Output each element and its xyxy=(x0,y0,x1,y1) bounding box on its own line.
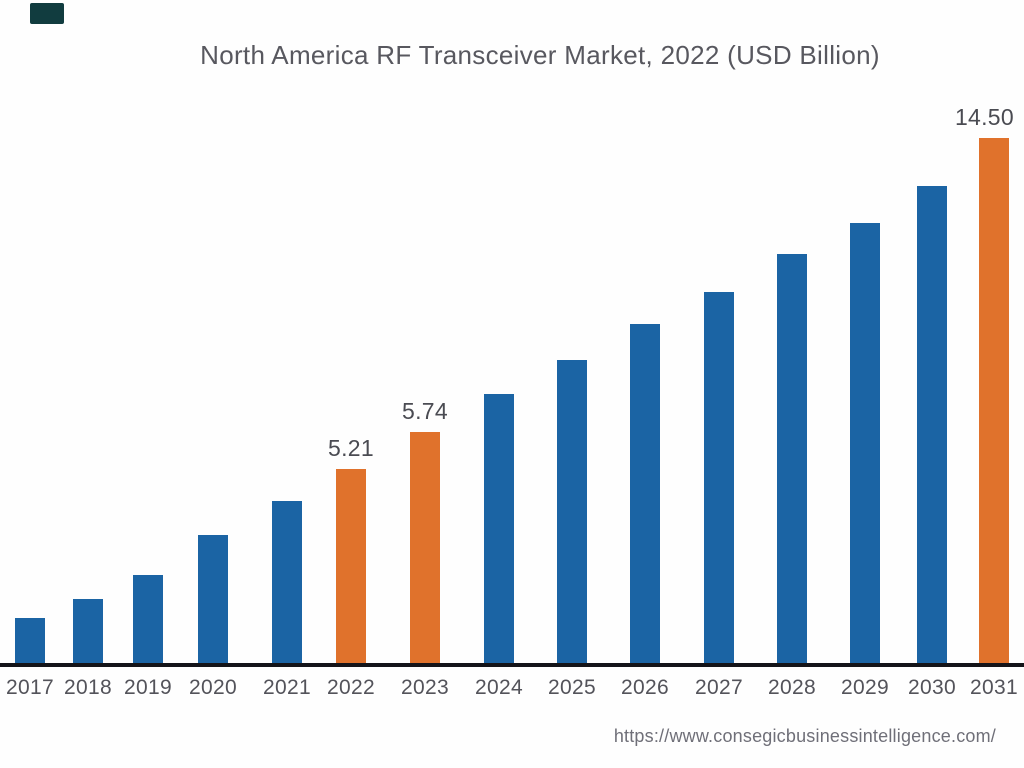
x-tick-2017: 2017 xyxy=(6,676,54,699)
x-tick-2022: 2022 xyxy=(327,676,375,699)
x-tick-2026: 2026 xyxy=(621,676,669,699)
value-label-2023: 5.74 xyxy=(402,398,448,424)
x-tick-2023: 2023 xyxy=(401,676,449,699)
x-tick-2018: 2018 xyxy=(64,676,112,699)
source-url-text: https://www.consegicbusinessintelligence… xyxy=(613,726,996,746)
x-tick-2030: 2030 xyxy=(908,676,956,699)
bar-2022 xyxy=(336,469,366,667)
bar-2027 xyxy=(704,292,734,667)
bar-2017 xyxy=(15,618,45,667)
x-tick-2019: 2019 xyxy=(124,676,172,699)
x-tick-2020: 2020 xyxy=(189,676,237,699)
bar-2024 xyxy=(484,394,514,667)
bar-2020 xyxy=(198,535,228,667)
x-axis-line xyxy=(0,663,1024,667)
value-label-2022: 5.21 xyxy=(328,435,374,461)
x-tick-2031: 2031 xyxy=(970,676,1018,699)
bar-2019 xyxy=(133,575,163,667)
x-tick-2024: 2024 xyxy=(475,676,523,699)
value-label-2031: 14.50 xyxy=(954,104,1014,130)
bar-2018 xyxy=(73,599,103,667)
bar-2021 xyxy=(272,501,302,667)
x-tick-2027: 2027 xyxy=(695,676,743,699)
x-tick-2028: 2028 xyxy=(768,676,816,699)
x-tick-2029: 2029 xyxy=(841,676,889,699)
bar-2030 xyxy=(917,186,947,667)
bar-2028 xyxy=(777,254,807,667)
x-tick-2025: 2025 xyxy=(548,676,596,699)
bar-2023 xyxy=(410,432,440,667)
x-tick-2021: 2021 xyxy=(263,676,311,699)
bar-2029 xyxy=(850,223,880,667)
corner-logo-mark xyxy=(30,3,64,24)
bar-2026 xyxy=(630,324,660,667)
bar-2031 xyxy=(979,138,1009,667)
bar-2025 xyxy=(557,360,587,667)
chart-title: North America RF Transceiver Market, 202… xyxy=(200,40,880,70)
